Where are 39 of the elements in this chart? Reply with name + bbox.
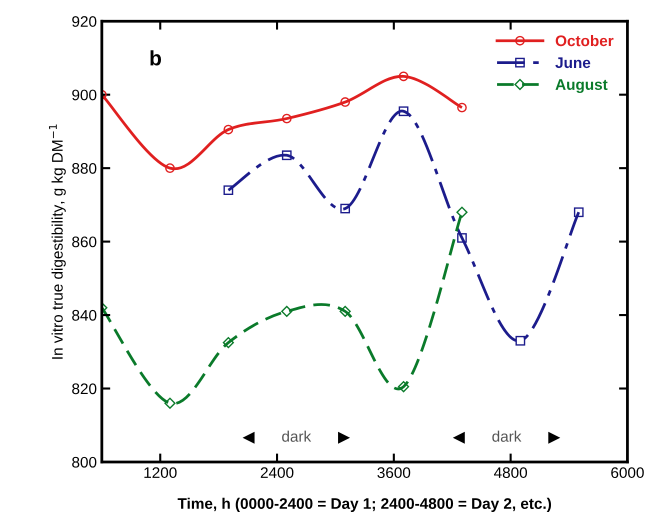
y-tick-label: 880 bbox=[72, 163, 96, 174]
y-tick-label: 800 bbox=[72, 456, 96, 468]
annotation: dark bbox=[282, 430, 312, 442]
point bbox=[574, 207, 584, 218]
text: b bbox=[150, 50, 162, 66]
point bbox=[457, 233, 467, 243]
point bbox=[165, 163, 175, 174]
y-tick-label: 920 bbox=[72, 16, 96, 27]
point bbox=[516, 336, 526, 346]
y-tick-label: 860 bbox=[72, 236, 96, 248]
point bbox=[224, 185, 234, 196]
x-tick-label: 6000 bbox=[611, 467, 644, 478]
point bbox=[224, 124, 234, 134]
annotation: dark bbox=[492, 430, 522, 442]
point bbox=[340, 204, 350, 214]
y-tick-label: 900 bbox=[72, 90, 96, 100]
legend-label: August bbox=[555, 79, 608, 94]
point bbox=[456, 206, 468, 218]
point bbox=[398, 71, 408, 82]
point bbox=[164, 398, 176, 409]
legend-label: June bbox=[555, 57, 590, 68]
x-tick-label: 1200 bbox=[144, 467, 177, 478]
point bbox=[281, 306, 292, 317]
point bbox=[282, 114, 292, 124]
point bbox=[282, 150, 292, 160]
x-tick-label: 3600 bbox=[377, 467, 410, 478]
point bbox=[398, 106, 408, 116]
x-tick-label: 2400 bbox=[260, 467, 294, 478]
x-tick-label: 4800 bbox=[494, 467, 528, 478]
legend-label: October bbox=[556, 34, 614, 46]
y-tick-label: 840 bbox=[72, 310, 96, 321]
x-axis-title: Time, h (0000-2400 = Day 1; 2400-4800 = Day 2, etc.) bbox=[178, 498, 552, 512]
point bbox=[398, 381, 410, 392]
point bbox=[457, 102, 467, 112]
y-tick-label: 820 bbox=[72, 383, 96, 394]
point bbox=[222, 337, 234, 348]
point bbox=[340, 97, 350, 107]
y-axis-title: In vitro true digestibility, g kg DM$^{−1}$ bbox=[48, 124, 66, 359]
point bbox=[340, 306, 351, 317]
